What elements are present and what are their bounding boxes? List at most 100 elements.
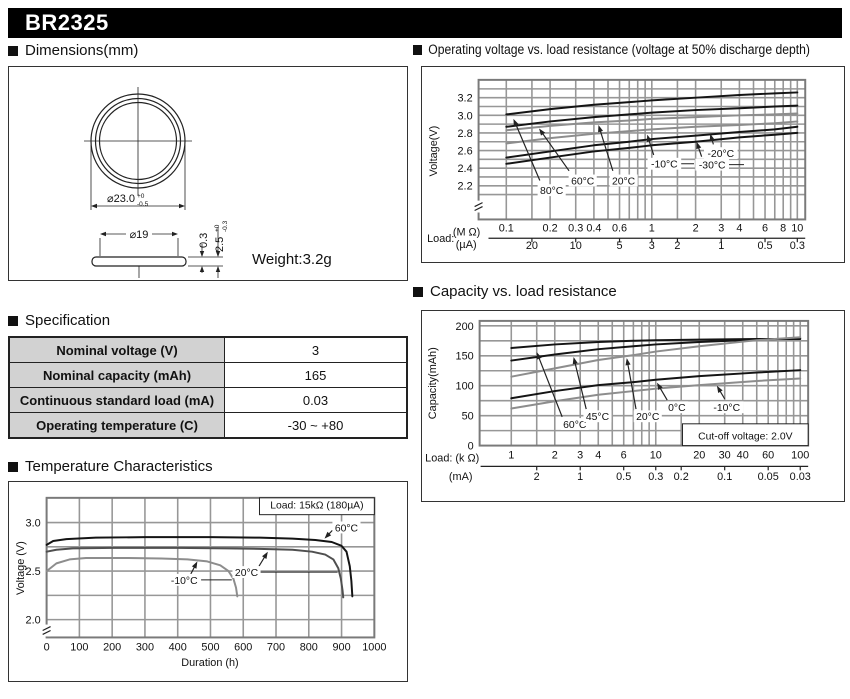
spec-row: Continuous standard load (mA) 0.03 [8, 387, 408, 413]
spec-row: Nominal capacity (mAh) 165 [8, 362, 408, 388]
chart-graphic [572, 356, 578, 365]
section-marker-icon [413, 286, 423, 297]
x-tick-label: 0.4 [586, 222, 601, 234]
heading-text: Dimensions(mm) [25, 42, 139, 59]
x-tick-label: 1 [508, 449, 514, 461]
curve-label: 20°C [636, 412, 660, 423]
spec-row-label: Operating temperature (C) [8, 412, 225, 439]
y-tick-label: 2.2 [458, 181, 473, 193]
capacity-chart-panel: 1 2 3 4 6 10 20 30 40 60 100 0 50 100 150 200 2 1 0.5 0.3 0.… [421, 310, 845, 502]
y-axis-title: Voltage (V) [15, 541, 27, 595]
spec-row-label: Nominal voltage (V) [8, 336, 225, 363]
capacity-chart: 1 2 3 4 6 10 20 30 40 60 100 0 50 100 150 200 2 1 0.5 0.3 0.… [425, 319, 811, 483]
x2-tick-label: 2 [674, 240, 680, 252]
y-tick-label: 3.0 [458, 110, 473, 122]
series-0°C [510, 369, 802, 400]
arrowhead [215, 266, 221, 272]
x2-tick-label: 10 [570, 240, 582, 252]
outer-tol-minus: -0.5 [137, 201, 149, 208]
arrowhead [199, 266, 205, 272]
x-tick-label: 2 [693, 222, 699, 234]
axis-unit-label: (M Ω) [453, 226, 480, 238]
x2-tick-label: 5 [616, 240, 622, 252]
chart-graphic [709, 401, 744, 414]
arrowhead [91, 203, 97, 209]
x-tick-label: 700 [267, 641, 285, 653]
heading-text: Capacity vs. load resistance [430, 283, 617, 300]
step-height-label: 0.3 [198, 233, 210, 248]
x-tick-label: 400 [169, 641, 187, 653]
x-tick-label: 1 [649, 222, 655, 234]
x-tick-label: 8 [780, 222, 786, 234]
x-tick-label: 0.3 [568, 222, 583, 234]
y-axis-title: Voltage(V) [428, 126, 440, 177]
spec-row-value: 3 [224, 336, 408, 363]
x-tick-label: 4 [595, 449, 601, 461]
x-tick-label: 10 [650, 449, 662, 461]
spec-row-label: Continuous standard load (mA) [8, 387, 225, 413]
x-tick-label: 4 [736, 222, 742, 234]
chart-graphic [42, 624, 51, 637]
chart-graphic [258, 497, 375, 516]
x2-tick-label: 2 [534, 471, 540, 483]
chart-graphic [262, 551, 268, 559]
chart-graphic [514, 121, 541, 181]
height-label: 2.5 [214, 237, 226, 252]
curve-label: -10°C [651, 160, 678, 171]
x-tick-label: 200 [103, 641, 121, 653]
y-tick-label: 0 [468, 441, 474, 453]
section-marker-icon [8, 315, 18, 326]
chart-graphic [324, 531, 332, 539]
spec-row-value: -30 ~ +80 [224, 412, 408, 439]
spec-row-value: 165 [224, 362, 408, 388]
arrowhead [179, 203, 185, 209]
section-heading-specification: Specification [8, 312, 110, 329]
curve-label: 80°C [540, 186, 564, 197]
spec-table-body: Nominal voltage (V) 3 Nominal capacity (mA… [8, 336, 408, 439]
y-tick-label: 3.0 [26, 518, 41, 530]
outer-tol-plus: +0 [137, 193, 145, 200]
x-axis-title: Duration (h) [181, 657, 238, 669]
spec-row-value: 0.03 [224, 387, 408, 413]
x-tick-label: 100 [791, 449, 809, 461]
chart-graphic [657, 382, 663, 390]
x-tick-label: 600 [234, 641, 252, 653]
x-tick-label: 500 [201, 641, 219, 653]
x-tick-label: 800 [300, 641, 318, 653]
spec-row: Operating temperature (C) -30 ~ +80 [8, 412, 408, 439]
section-heading-capacity-chart: Capacity vs. load resistance [413, 283, 617, 300]
chart-graphic [332, 521, 361, 534]
chart-note: Cut-off voltage: 2.0V [698, 432, 792, 443]
chart-graphic [232, 566, 261, 579]
chart-graphic [709, 133, 715, 142]
section-heading-dimensions: Dimensions(mm) [8, 42, 138, 59]
chart-graphic [167, 573, 202, 586]
chart-graphic [609, 174, 638, 187]
x-tick-label: 60 [762, 449, 774, 461]
chart-graphic [45, 496, 376, 639]
chart-graphic [560, 418, 589, 430]
y-tick-label: 3.2 [458, 93, 473, 105]
arrowhead [100, 231, 106, 237]
label-backing [126, 229, 152, 238]
y-tick-label: 2.6 [458, 146, 473, 158]
x-tick-label: 20 [693, 449, 705, 461]
chart-graphic [696, 141, 702, 150]
temperature-chart: 0 100 200 300 400 500 600 700 800 900 1000 2.0 2.5 3.… [15, 496, 386, 669]
chart-graphic [626, 360, 637, 410]
x-tick-label: 6 [621, 449, 627, 461]
x2-tick-label: 0.2 [674, 471, 689, 483]
chart-graphic [573, 359, 587, 410]
y-tick-label: 2.4 [458, 163, 473, 175]
x-tick-label: 3 [577, 449, 583, 461]
chart-graphic [647, 157, 682, 170]
x-tick-label: 0 [44, 641, 50, 653]
section-marker-icon [413, 44, 422, 55]
x2-tick-label: 1 [718, 240, 724, 252]
heading-text: Operating voltage vs. load resistance (v… [428, 42, 810, 57]
series-45°C [510, 337, 802, 362]
curve-label: -10°C [171, 576, 198, 587]
heading-text: Temperature Characteristics [25, 458, 213, 475]
chart-graphic [633, 410, 662, 423]
